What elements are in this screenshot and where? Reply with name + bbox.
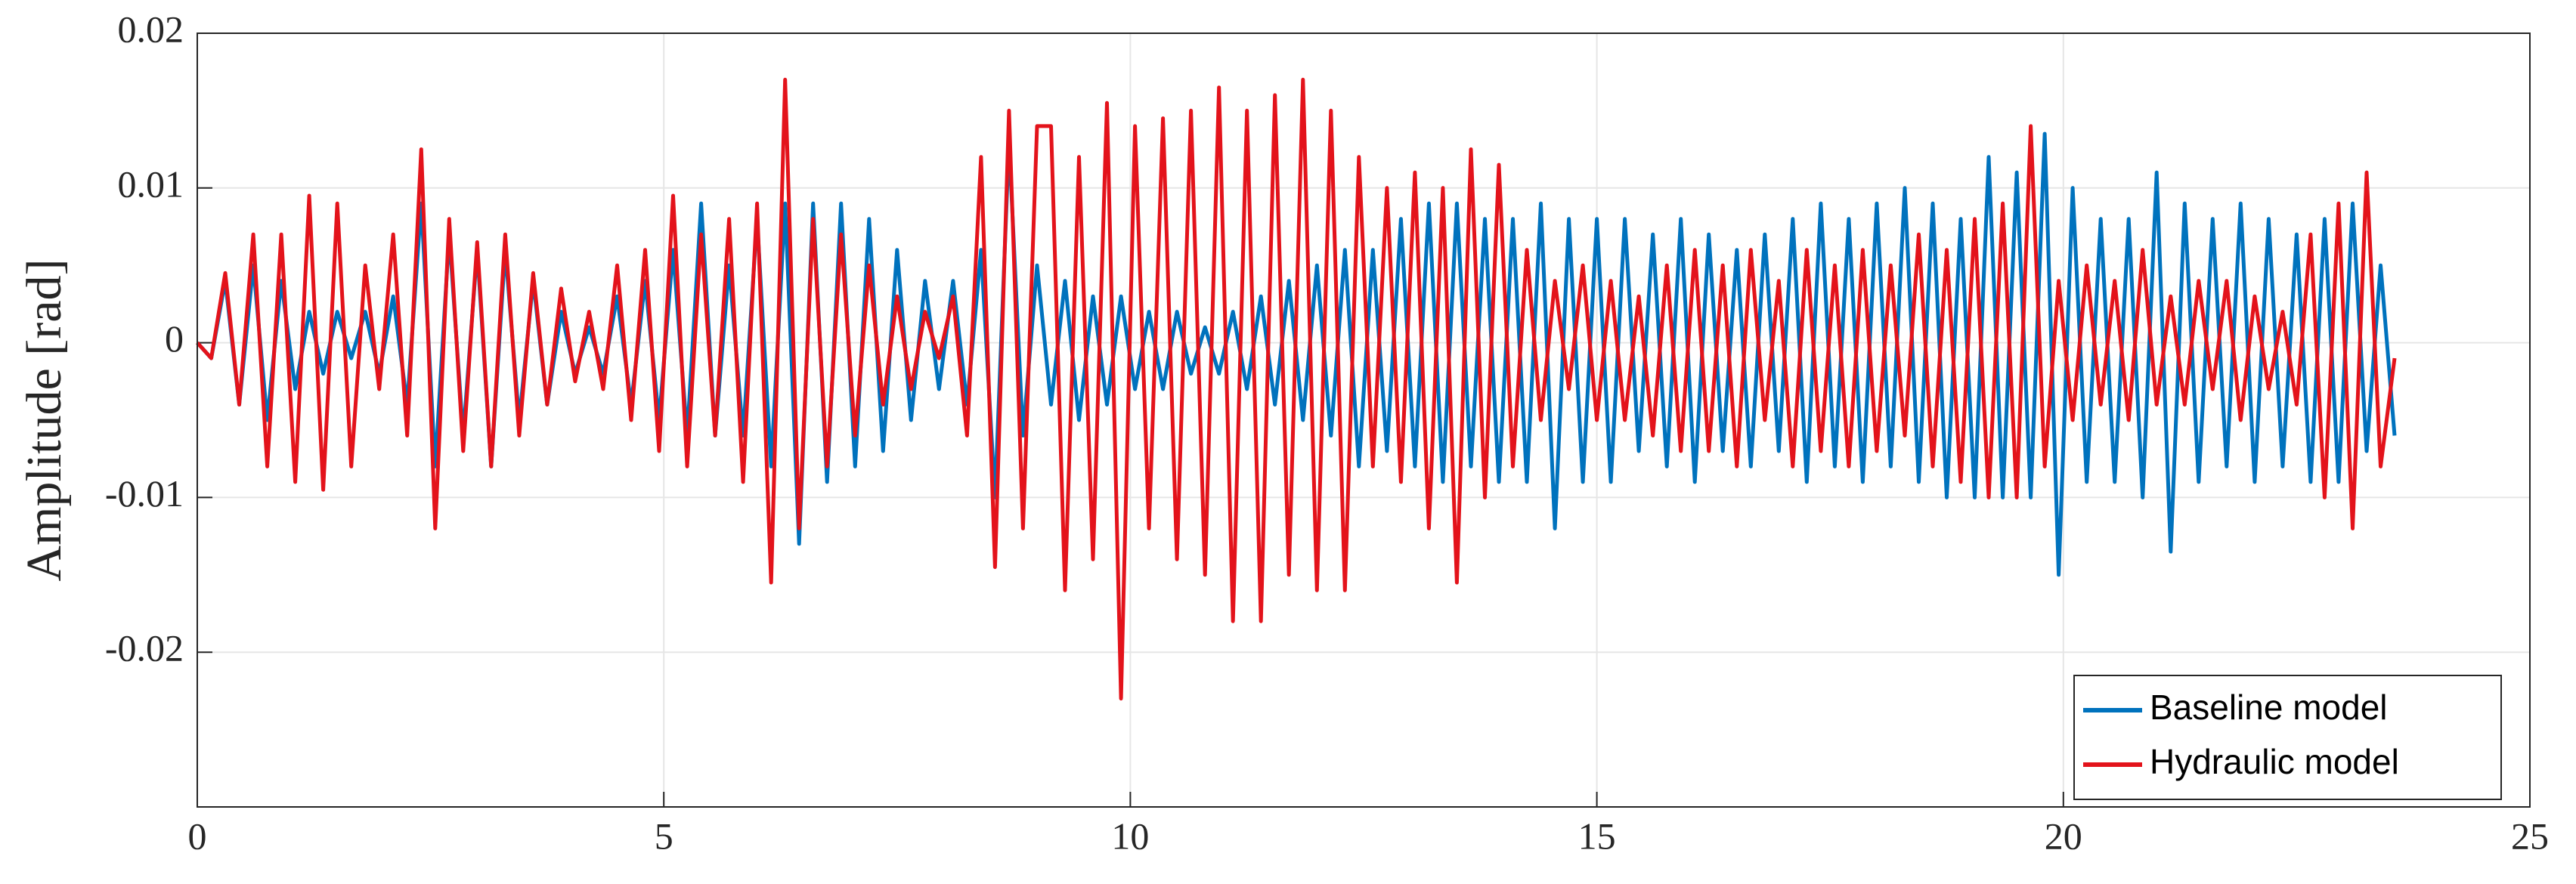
y-tick-label: 0.02 xyxy=(118,8,184,50)
legend: Baseline model Hydraulic model xyxy=(2073,675,2502,800)
plot-frame xyxy=(197,32,2531,808)
x-tick-label: 20 xyxy=(2045,814,2082,857)
y-tick-label: -0.02 xyxy=(105,627,184,669)
y-tick-label: 0.01 xyxy=(118,162,184,205)
x-tick-label: 0 xyxy=(188,814,207,857)
y-tick-label: 0 xyxy=(165,317,184,360)
x-tick-label: 25 xyxy=(2511,814,2549,857)
y-axis-label: Amplitude [rad] xyxy=(17,258,72,581)
legend-box xyxy=(2073,675,2502,800)
legend-label: Hydraulic model xyxy=(2150,742,2399,781)
x-tick-label: 5 xyxy=(655,814,673,857)
legend-label: Baseline model xyxy=(2150,688,2388,727)
y-tick-label: -0.01 xyxy=(105,472,184,515)
x-tick-label: 10 xyxy=(1111,814,1149,857)
x-tick-label: 15 xyxy=(1578,814,1616,857)
line-series xyxy=(196,77,2397,701)
